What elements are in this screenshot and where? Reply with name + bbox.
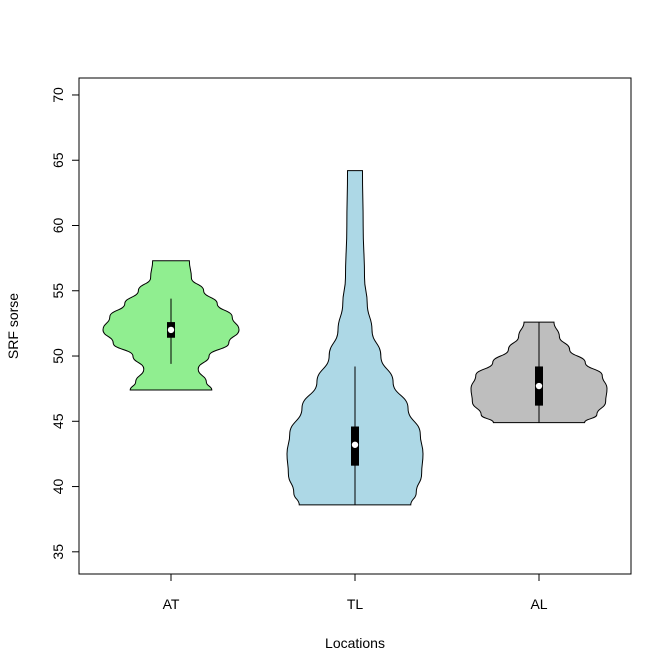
violin-al (470, 321, 608, 424)
x-tick-label: AL (530, 596, 547, 612)
y-axis: 35 40 45 50 55 60 65 70 (50, 87, 79, 560)
y-tick-label: 70 (50, 87, 66, 103)
x-tick-label: TL (347, 596, 364, 612)
y-tick-label: 50 (50, 348, 66, 364)
y-tick-label: 35 (50, 544, 66, 560)
x-axis: AT TL AL (163, 574, 548, 612)
x-axis-title: Locations (325, 635, 385, 651)
y-tick-label: 45 (50, 413, 66, 429)
violin-at (102, 260, 240, 391)
x-tick-label: AT (163, 596, 180, 612)
violin-body (286, 170, 424, 506)
median-point (351, 441, 359, 448)
y-tick-label: 55 (50, 283, 66, 299)
violins-layer (102, 170, 608, 506)
median-point (535, 382, 543, 390)
violin-tl (286, 170, 424, 506)
y-tick-label: 60 (50, 217, 66, 233)
median-point (167, 326, 175, 334)
y-axis-title: SRF sorse (5, 293, 21, 359)
y-tick-label: 65 (50, 152, 66, 168)
y-tick-label: 40 (50, 479, 66, 495)
